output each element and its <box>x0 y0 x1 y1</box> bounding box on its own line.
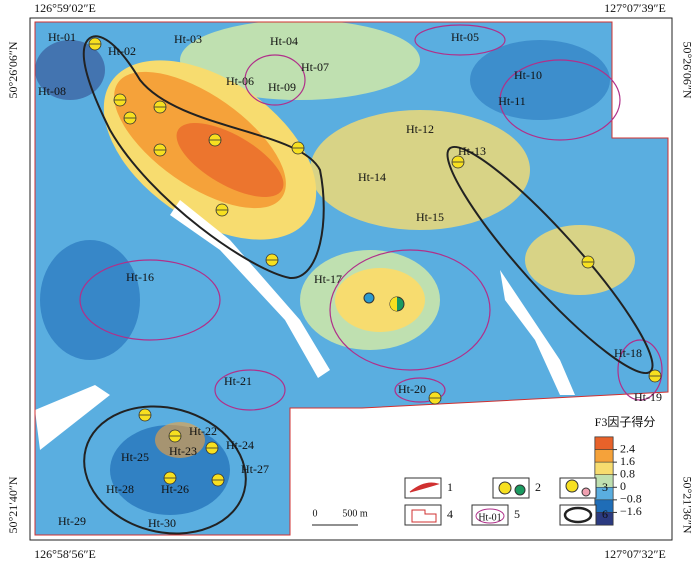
legend-title: F3因子得分 <box>595 414 656 429</box>
site-label: Ht-16 <box>126 270 154 284</box>
site-label: Ht-06 <box>226 74 254 88</box>
site-label: Ht-02 <box>108 44 136 58</box>
site-label: Ht-29 <box>58 514 86 528</box>
legend-symbol <box>498 481 512 495</box>
legend-symbol <box>514 484 526 496</box>
site-label: Ht-20 <box>398 382 426 396</box>
coord: 50°26′06″N <box>680 41 694 98</box>
site-label: Ht-30 <box>148 516 176 530</box>
sample-symbols <box>88 37 662 487</box>
legend-item-number: 3 <box>602 480 608 494</box>
frame <box>29 17 673 541</box>
coord: 50°21′36″N <box>680 476 694 533</box>
site-label: Ht-22 <box>189 424 217 438</box>
colorbar-tick-label: 2.4 <box>620 441 635 455</box>
legend-symbol-box <box>471 504 509 526</box>
sample-symbol <box>390 297 397 311</box>
coord: 126°58′56″E <box>34 547 96 561</box>
site-label: Ht-14 <box>358 170 386 184</box>
colorbar-tick-label: 0.8 <box>620 466 635 480</box>
site-label: Ht-25 <box>121 450 149 464</box>
legend-item-number: 6 <box>602 507 608 521</box>
site-label: Ht-08 <box>38 84 66 98</box>
colorbar-tick-label: 1.6 <box>620 454 635 468</box>
legend-item-number: 4 <box>447 507 453 521</box>
site-label: Ht-21 <box>224 374 252 388</box>
legend-symbol <box>475 508 505 524</box>
legend-symbol <box>563 506 593 524</box>
legend-symbol <box>409 482 440 493</box>
scale-zero: 0 <box>313 508 318 519</box>
coord: 126°59′02″E <box>34 1 96 15</box>
scale-length: 500 m <box>342 508 368 519</box>
coord: 50°21′40″N <box>6 476 20 533</box>
sample-symbol <box>363 292 375 304</box>
site-label: Ht-01 <box>48 30 76 44</box>
legend-sample-label: Ht-01 <box>478 512 501 523</box>
site-label: Ht-18 <box>614 346 642 360</box>
site-label: Ht-26 <box>161 482 189 496</box>
site-label: Ht-23 <box>169 444 197 458</box>
site-label: Ht-15 <box>416 210 444 224</box>
colorbar-tick-label: 0 <box>620 479 626 493</box>
colorbar-tick-label: −1.6 <box>620 504 642 518</box>
coord: 50°26′06″N <box>6 41 20 98</box>
site-label: Ht-19 <box>634 390 662 404</box>
site-label: Ht-12 <box>406 122 434 136</box>
colorbar-swatch <box>594 461 614 475</box>
site-label: Ht-07 <box>301 60 329 74</box>
coord: 127°07′39″E <box>604 1 666 15</box>
legend-symbol <box>411 509 437 523</box>
site-label: Ht-27 <box>241 462 269 476</box>
site-label: Ht-05 <box>451 30 479 44</box>
coord: 127°07′32″E <box>604 547 666 561</box>
site-label: Ht-24 <box>226 438 254 452</box>
site-label: Ht-04 <box>270 34 298 48</box>
legend-item-number: 1 <box>447 480 453 494</box>
colorbar-swatch <box>594 449 614 463</box>
target-outlines <box>82 35 654 535</box>
anomaly-outlines <box>79 24 663 411</box>
colorbar-tick-label: −0.8 <box>620 492 642 506</box>
site-label: Ht-17 <box>314 272 342 286</box>
legend-item-number: 5 <box>514 507 520 521</box>
site-label: Ht-11 <box>498 94 526 108</box>
colorbar-swatch <box>594 436 614 450</box>
legend-symbol <box>565 479 579 493</box>
site-label: Ht-09 <box>268 80 296 94</box>
site-label: Ht-10 <box>514 68 542 82</box>
site-label: Ht-13 <box>458 144 486 158</box>
site-label: Ht-03 <box>174 32 202 46</box>
legend-symbol <box>581 487 591 497</box>
site-label: Ht-28 <box>106 482 134 496</box>
legend-item-number: 2 <box>535 480 541 494</box>
